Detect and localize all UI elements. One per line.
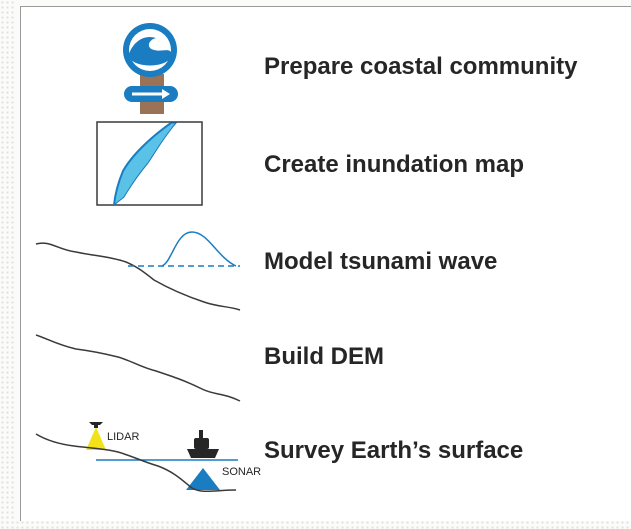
tsunami-warning-sign-icon (123, 23, 178, 114)
page-edge-left (0, 0, 14, 529)
step-label-model: Model tsunami wave (264, 248, 498, 275)
tsunami-wave-profile-icon (35, 231, 241, 311)
terrain-profile-icon (35, 334, 241, 402)
survey-lidar-sonar-icon: LIDAR SONAR (35, 422, 261, 493)
inundation-map-icon (96, 121, 203, 207)
sonar-tag: SONAR (222, 466, 261, 478)
step-label-survey: Survey Earth’s surface (264, 437, 524, 464)
step-label-dem: Build DEM (264, 343, 384, 370)
page-edge-bottom (0, 520, 631, 529)
step-label-prepare: Prepare coastal community (264, 53, 578, 80)
diagram-card (20, 6, 631, 521)
step-label-inundation: Create inundation map (264, 151, 525, 178)
lidar-tag: LIDAR (107, 431, 139, 443)
